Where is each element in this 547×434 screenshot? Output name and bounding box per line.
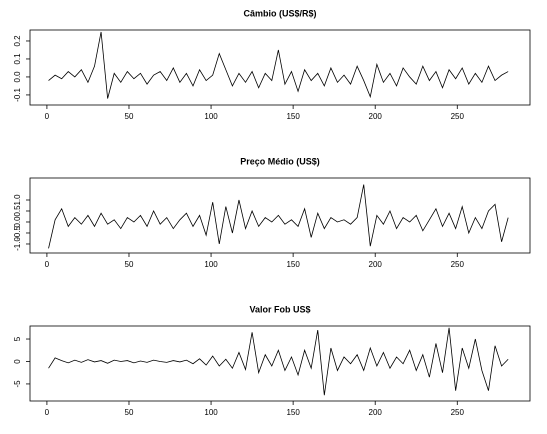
x-tick-label: 150	[286, 408, 300, 417]
x-tick-label: 200	[369, 260, 383, 269]
x-tick-label: 100	[204, 408, 218, 417]
x-tick-label: 250	[451, 112, 465, 121]
y-tick-label: -0.1	[13, 87, 22, 101]
x-tick-label: 200	[369, 408, 383, 417]
x-tick-label: 0	[45, 112, 50, 121]
y-tick-label: 0.0	[13, 71, 22, 83]
chart-title: Câmbio (US$/R$)	[243, 8, 316, 18]
y-tick-label: 0.2	[13, 35, 22, 47]
x-tick-label: 50	[125, 408, 134, 417]
chart-title: Valor Fob US$	[249, 304, 310, 314]
x-tick-label: 50	[125, 112, 134, 121]
x-tick-label: 100	[204, 260, 218, 269]
y-tick-label: 0.1	[13, 53, 22, 65]
y-tick-label: 0	[13, 359, 22, 364]
chart-title: Preço Médio (US$)	[240, 156, 320, 166]
series-line	[48, 31, 509, 99]
x-tick-label: 50	[125, 260, 134, 269]
plot-frame	[29, 325, 531, 402]
series-line	[48, 184, 509, 249]
series-line	[48, 327, 509, 396]
x-tick-label: 0	[45, 408, 50, 417]
x-tick-label: 250	[451, 408, 465, 417]
y-tick-label: -5	[13, 380, 22, 388]
y-tick-label: 0.5	[13, 205, 22, 217]
y-tick-label: 1.0	[13, 194, 22, 206]
plot-frame	[29, 29, 531, 106]
x-tick-label: 200	[369, 112, 383, 121]
x-tick-label: 150	[286, 260, 300, 269]
y-tick-label: -1.0	[13, 237, 22, 251]
x-tick-label: 150	[286, 112, 300, 121]
y-tick-label: 0.0	[13, 216, 22, 228]
x-tick-label: 100	[204, 112, 218, 121]
y-tick-label: -0.5	[13, 226, 22, 240]
y-tick-label: 5	[13, 336, 22, 341]
plot-frame	[29, 177, 531, 254]
x-tick-label: 0	[45, 260, 50, 269]
x-tick-label: 250	[451, 260, 465, 269]
